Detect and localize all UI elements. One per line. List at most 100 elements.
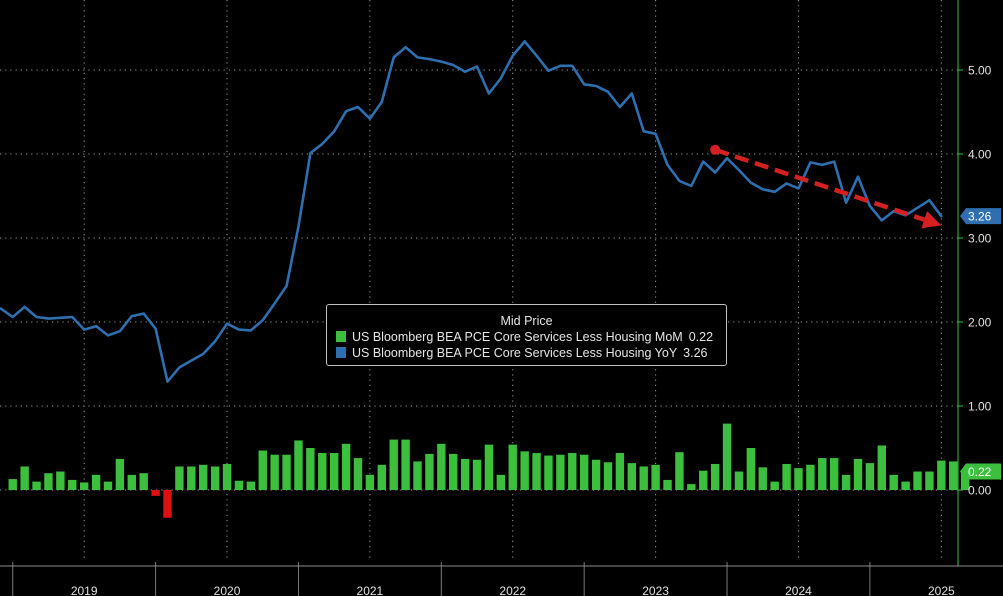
mom-last-value-box <box>960 463 1001 480</box>
y-tick-label: 2.00 <box>968 316 992 330</box>
mom-bar <box>365 474 375 490</box>
mom-bar <box>734 471 744 490</box>
mom-bar <box>115 458 125 490</box>
x-tick-label: 2025 <box>928 584 955 596</box>
mom-bar <box>139 473 148 490</box>
mom-bar <box>151 490 160 496</box>
mom-bar <box>318 453 327 490</box>
mom-bar <box>258 450 267 490</box>
mom-bar <box>710 463 720 490</box>
y-tick-label: 1.00 <box>968 400 992 414</box>
legend-value-mom: 0.22 <box>688 330 714 344</box>
mom-bar <box>889 474 898 490</box>
trend-arrow-head <box>921 211 942 229</box>
mom-bar <box>639 466 648 490</box>
mom-bar <box>44 473 53 490</box>
mom-bar <box>389 439 398 490</box>
mom-bar <box>699 470 708 490</box>
mom-bar <box>20 466 29 490</box>
legend: Mid Price US Bloomberg BEA PCE Core Serv… <box>326 304 727 366</box>
mom-bar <box>56 471 65 490</box>
mom-bar <box>746 448 756 490</box>
mom-bar <box>675 452 684 490</box>
mom-bar <box>246 481 256 490</box>
mom-bar <box>306 448 315 490</box>
x-tick-label: 2022 <box>499 584 526 596</box>
mom-bar <box>401 439 410 490</box>
y-tick-label: 4.00 <box>968 148 992 162</box>
mom-bar <box>544 455 553 490</box>
mom-bar <box>234 480 244 490</box>
mom-bar <box>937 460 946 490</box>
x-tick-label: 2020 <box>214 584 241 596</box>
mom-bar <box>925 471 934 490</box>
mom-bar <box>853 458 863 490</box>
mom-bar <box>472 459 482 490</box>
mom-bar <box>758 467 767 490</box>
legend-label-mom: US Bloomberg BEA PCE Core Services Less … <box>352 330 683 344</box>
mom-bar <box>199 464 208 490</box>
y-tick-label: 5.00 <box>968 64 992 78</box>
mom-bar <box>663 479 672 490</box>
mom-bar <box>484 444 494 490</box>
yoy-last-value-box <box>960 208 1001 225</box>
x-tick-label: 2023 <box>642 584 669 596</box>
mom-bar <box>377 464 386 490</box>
mom-bar <box>79 482 89 490</box>
mom-bar <box>532 453 541 490</box>
mom-bar <box>270 454 279 490</box>
mom-bar <box>175 466 184 490</box>
legend-entry-yoy: US Bloomberg BEA PCE Core Services Less … <box>336 346 708 360</box>
mom-bar <box>103 481 113 490</box>
legend-label-yoy: US Bloomberg BEA PCE Core Services Less … <box>352 346 678 360</box>
x-tick-label: 2024 <box>785 584 812 596</box>
mom-bar <box>579 454 589 490</box>
mom-bar <box>913 471 922 490</box>
yoy-line <box>0 40 943 383</box>
mom-bar <box>210 466 220 490</box>
mom-bar <box>770 481 779 490</box>
mom-bar <box>460 458 470 490</box>
x-tick-label: 2021 <box>357 584 384 596</box>
mom-bar <box>794 468 803 490</box>
mom-bar <box>449 453 458 490</box>
mom-last-value-text: 0.22 <box>968 465 992 479</box>
mom-bar <box>8 479 17 490</box>
mom-bar <box>687 484 696 490</box>
mom-bar <box>353 458 363 490</box>
yoy-last-value-text: 3.26 <box>968 210 992 224</box>
mom-bar <box>294 440 303 490</box>
mom-bar <box>865 463 875 490</box>
mom-bar <box>627 463 636 490</box>
mom-bar <box>901 481 910 490</box>
mom-bar <box>222 463 232 490</box>
mom-bar <box>877 445 887 490</box>
mom-bar <box>32 481 41 490</box>
mom-bar <box>437 443 446 490</box>
mom-bar <box>806 464 815 490</box>
mom-bar <box>829 458 839 490</box>
mom-bars <box>8 423 970 518</box>
legend-swatch-mom <box>336 331 346 342</box>
legend-value-yoy: 3.26 <box>683 346 708 360</box>
mom-bar <box>341 443 351 490</box>
legend-title: Mid Price <box>500 314 553 328</box>
mom-bar <box>187 466 196 490</box>
trend-arrow-shaft <box>714 147 925 222</box>
mom-bar <box>603 462 613 490</box>
legend-entry-mom: US Bloomberg BEA PCE Core Services Less … <box>336 330 713 344</box>
mom-bar <box>520 451 529 490</box>
legend-swatch-yoy <box>336 347 346 358</box>
mom-bar <box>722 423 732 490</box>
mom-bar <box>508 444 517 490</box>
x-tick-label: 2019 <box>71 584 98 596</box>
mom-bar <box>127 474 136 490</box>
mom-bar <box>163 490 172 518</box>
mom-bar <box>282 454 291 490</box>
trend-arrow-start-dot <box>710 144 721 155</box>
mom-bar <box>68 479 77 490</box>
mom-bar <box>413 461 422 490</box>
mom-bar <box>949 461 958 490</box>
